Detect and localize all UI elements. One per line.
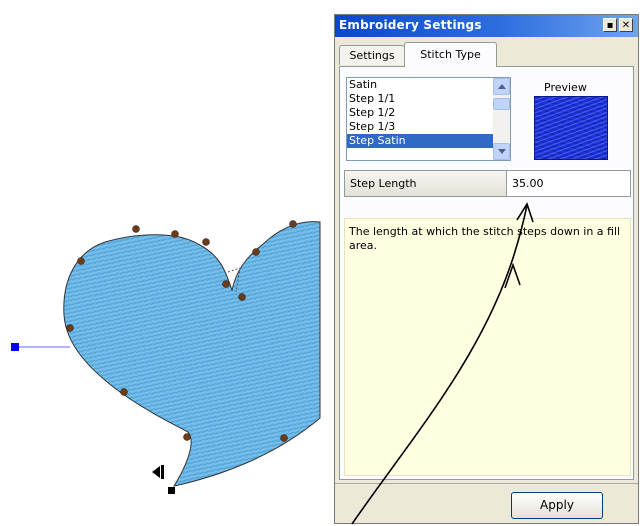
preview-label: Preview: [544, 81, 587, 94]
list-item[interactable]: Step 1/2: [349, 106, 396, 119]
tab-stitch-type[interactable]: Stitch Type: [404, 42, 497, 67]
scroll-up-icon[interactable]: [493, 78, 510, 95]
list-item[interactable]: Satin: [349, 78, 378, 91]
property-label: Step Length: [345, 171, 507, 196]
stitch-type-list[interactable]: Satin Step 1/1 Step 1/2 Step 1/3 Step Sa…: [346, 77, 511, 161]
description-text: The length at which the stitch steps dow…: [349, 225, 621, 252]
pin-icon[interactable]: ▪: [603, 18, 617, 32]
panel-titlebar[interactable]: Embroidery Settings ▪ ✕: [335, 15, 638, 37]
scroll-thumb[interactable]: [493, 98, 510, 110]
divider: [335, 483, 638, 484]
description-box: The length at which the stitch steps dow…: [344, 218, 631, 476]
list-item[interactable]: Step 1/3: [349, 120, 396, 133]
close-icon[interactable]: ✕: [619, 18, 633, 32]
control-points[interactable]: [66, 220, 297, 442]
end-point-handle[interactable]: [168, 487, 175, 494]
start-marker-bar: [161, 465, 164, 479]
heart-notch-outline: [227, 267, 241, 293]
step-length-field[interactable]: 35.00: [507, 171, 630, 196]
scroll-down-icon[interactable]: [493, 143, 510, 160]
heart-shape[interactable]: [63, 221, 321, 487]
apply-button[interactable]: Apply: [511, 492, 603, 519]
list-item-selected[interactable]: Step Satin: [347, 134, 493, 148]
stitch-preview: [534, 96, 608, 160]
list-scrollbar[interactable]: [493, 78, 510, 160]
start-marker-icon[interactable]: [152, 466, 160, 478]
list-item[interactable]: Step 1/1: [349, 92, 396, 105]
embroidery-settings-panel: Embroidery Settings ▪ ✕ Settings Stitch …: [334, 14, 639, 524]
selection-handle[interactable]: [11, 343, 19, 351]
property-row: Step Length 35.00: [344, 170, 631, 197]
tab-settings[interactable]: Settings: [339, 45, 405, 65]
panel-title: Embroidery Settings: [339, 18, 482, 32]
